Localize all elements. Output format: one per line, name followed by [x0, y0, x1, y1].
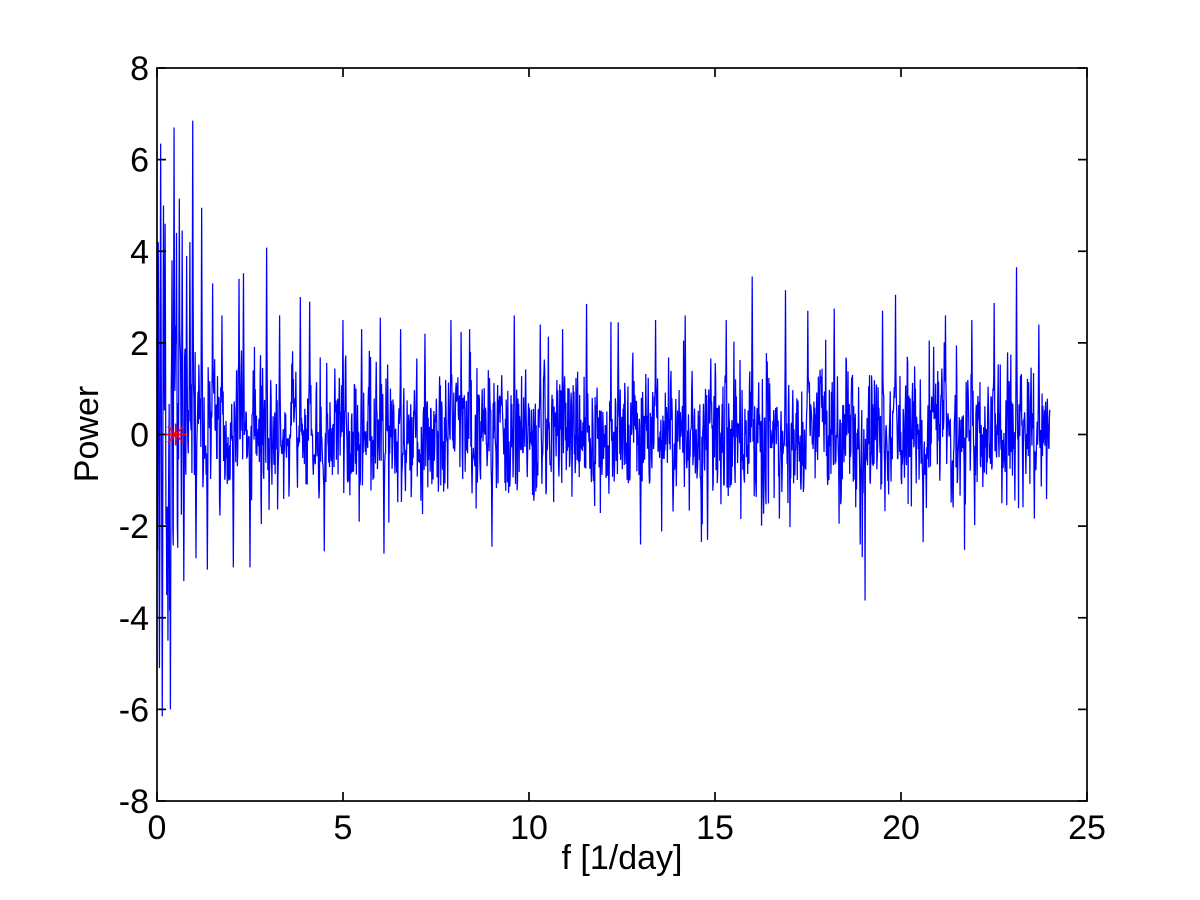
y-tick-label: -8	[119, 783, 149, 821]
x-tick-label: 25	[1068, 809, 1106, 847]
y-tick-label: -4	[119, 600, 149, 638]
x-tick-labels: 0 5 10 15 20 25	[148, 809, 1106, 847]
x-tick-label: 15	[696, 809, 734, 847]
asterisk-marker	[164, 423, 187, 446]
x-tick-label: 0	[148, 809, 167, 847]
x-tick-label: 10	[510, 809, 548, 847]
series-line	[156, 120, 1051, 717]
y-axis-label: Power	[68, 386, 106, 482]
x-tick-label: 5	[334, 809, 353, 847]
y-tick-label: 4	[130, 233, 149, 271]
y-tick-label: 8	[130, 50, 149, 88]
y-tick-label: -6	[119, 691, 149, 729]
y-tick-label: -2	[119, 508, 149, 546]
y-tick-label: 2	[130, 325, 149, 363]
tick-marks	[156, 67, 1088, 802]
x-tick-label: 20	[882, 809, 920, 847]
y-tick-labels: 8 6 4 2 0 -2 -4 -6 -8	[119, 50, 149, 821]
y-tick-label: 6	[130, 142, 149, 180]
y-tick-label: 0	[130, 417, 149, 455]
x-axis-label: f [1/day]	[562, 839, 683, 877]
